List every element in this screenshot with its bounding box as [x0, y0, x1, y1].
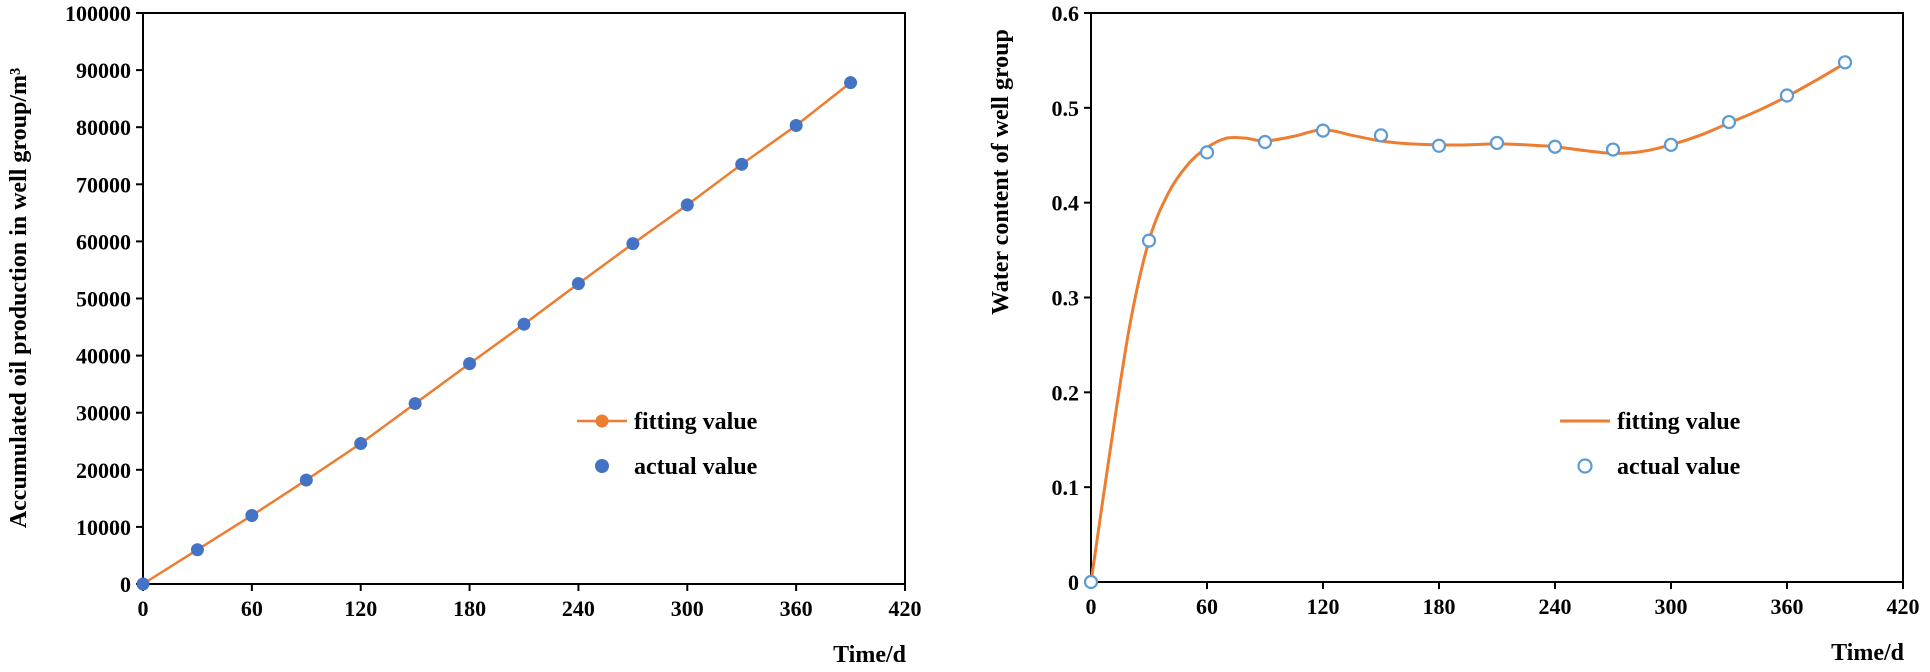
- data-point-actual-value: [1083, 574, 1099, 590]
- y-tick-label: 20000: [76, 458, 131, 483]
- legend-left-actual-label: actual value: [634, 454, 758, 480]
- data-point-actual-value: [1605, 142, 1621, 157]
- chart-left-y-ticks: 0 10000 20000 30000 40000 50000 60000 70000 8000…: [65, 1, 143, 597]
- x-tick-label: 120: [344, 596, 377, 621]
- legend-right-fitting-label: fitting value: [1617, 409, 1741, 435]
- data-point-actual-value: [190, 543, 204, 557]
- x-tick-label: 240: [562, 596, 595, 621]
- x-tick-label: 180: [1423, 594, 1456, 619]
- data-point-actual-value: [1373, 128, 1389, 143]
- x-tick-label: 180: [453, 596, 486, 621]
- chart-left: 0 60 120 180 240 300 360 420 0 10000 20000 30000 40…: [6, 1, 922, 668]
- x-tick-label: 360: [1771, 594, 1804, 619]
- data-point-actual-value: [1663, 137, 1679, 152]
- data-point-actual-value: [1199, 145, 1215, 160]
- data-point-actual-value: [626, 237, 640, 251]
- legend-left-actual-marker: [595, 459, 609, 473]
- x-tick-label: 300: [671, 596, 704, 621]
- data-point-actual-value: [408, 397, 422, 411]
- chart-right: 0 60 120 180 240 300 360 420 0 0.1 0.2 0.3 0.4 0.5 0.…: [988, 1, 1920, 666]
- chart-right-y-axis-label: Water content of well group: [988, 29, 1014, 315]
- chart-left-series: [136, 76, 858, 591]
- data-point-actual-value: [1431, 138, 1447, 153]
- data-point-actual-value: [1721, 114, 1737, 130]
- y-tick-label: 0.2: [1052, 380, 1080, 405]
- data-point-actual-value: [1547, 139, 1563, 154]
- y-tick-label: 10000: [76, 515, 131, 540]
- y-tick-label: 0.6: [1052, 1, 1080, 26]
- x-tick-label: 420: [889, 596, 922, 621]
- chart-right-y-ticks: 0 0.1 0.2 0.3 0.4 0.5 0.6: [1052, 1, 1091, 595]
- data-point-actual-value: [571, 277, 585, 291]
- chart-left-legend: fitting value actual value: [577, 409, 758, 480]
- data-point-actual-value: [1779, 88, 1795, 103]
- chart-left-x-axis-label: Time/d: [833, 642, 907, 668]
- y-tick-label: 60000: [76, 229, 131, 254]
- data-point-actual-value: [463, 357, 477, 371]
- y-tick-label: 40000: [76, 344, 131, 369]
- data-point-actual-value: [245, 508, 259, 522]
- y-tick-label: 50000: [76, 287, 131, 312]
- legend-left-fitting-marker: [595, 414, 609, 428]
- y-tick-label: 30000: [76, 401, 131, 426]
- data-point-actual-value: [789, 118, 803, 132]
- y-tick-label: 80000: [76, 115, 131, 140]
- x-tick-label: 0: [1086, 594, 1097, 619]
- chart-left-plot-frame: [142, 12, 906, 585]
- chart-right-x-ticks: 0 60 120 180 240 300 360 420: [1086, 582, 1920, 619]
- data-point-actual-value: [735, 157, 749, 171]
- x-tick-label: 60: [241, 596, 263, 621]
- chart-right-legend: fitting value actual value: [1560, 409, 1741, 480]
- chart-right-x-axis-label: Time/d: [1831, 640, 1905, 666]
- chart-left-y-axis-label: Accumulated oil production in well group…: [6, 68, 32, 528]
- x-tick-label: 420: [1887, 594, 1920, 619]
- y-tick-label: 90000: [76, 58, 131, 83]
- y-tick-label: 0: [1068, 570, 1079, 595]
- x-tick-label: 300: [1655, 594, 1688, 619]
- x-tick-label: 0: [138, 596, 149, 621]
- data-point-actual-value: [354, 437, 368, 451]
- y-tick-label: 0.5: [1052, 96, 1080, 121]
- data-point-actual-value: [1141, 233, 1157, 248]
- data-point-actual-value: [1315, 123, 1331, 138]
- series-line-fitting-value: [142, 81, 852, 586]
- series-line-fitting-value: [1089, 61, 1846, 583]
- x-tick-label: 120: [1307, 594, 1340, 619]
- legend-right-actual-marker: [1577, 458, 1593, 474]
- data-point-actual-value: [299, 473, 313, 487]
- data-point-actual-value: [517, 317, 531, 331]
- data-point-actual-value: [1837, 55, 1853, 70]
- x-tick-label: 60: [1196, 594, 1218, 619]
- x-tick-label: 240: [1539, 594, 1572, 619]
- legend-left-fitting-label: fitting value: [634, 409, 758, 435]
- data-point-actual-value: [136, 577, 150, 591]
- y-tick-label: 70000: [76, 172, 131, 197]
- y-tick-label: 100000: [65, 1, 131, 26]
- chart-right-series: [1083, 55, 1853, 590]
- y-tick-label: 0.1: [1052, 475, 1080, 500]
- legend-right-actual-label: actual value: [1617, 454, 1741, 480]
- chart-left-x-ticks: 0 60 120 180 240 300 360 420: [138, 584, 922, 621]
- y-tick-label: 0.4: [1052, 191, 1080, 216]
- x-tick-label: 360: [780, 596, 813, 621]
- y-tick-label: 0.3: [1052, 286, 1080, 311]
- data-point-actual-value: [680, 198, 694, 212]
- data-point-actual-value: [844, 76, 858, 90]
- data-point-actual-value: [1489, 135, 1505, 151]
- data-point-actual-value: [1257, 134, 1273, 150]
- y-tick-label: 0: [120, 572, 131, 597]
